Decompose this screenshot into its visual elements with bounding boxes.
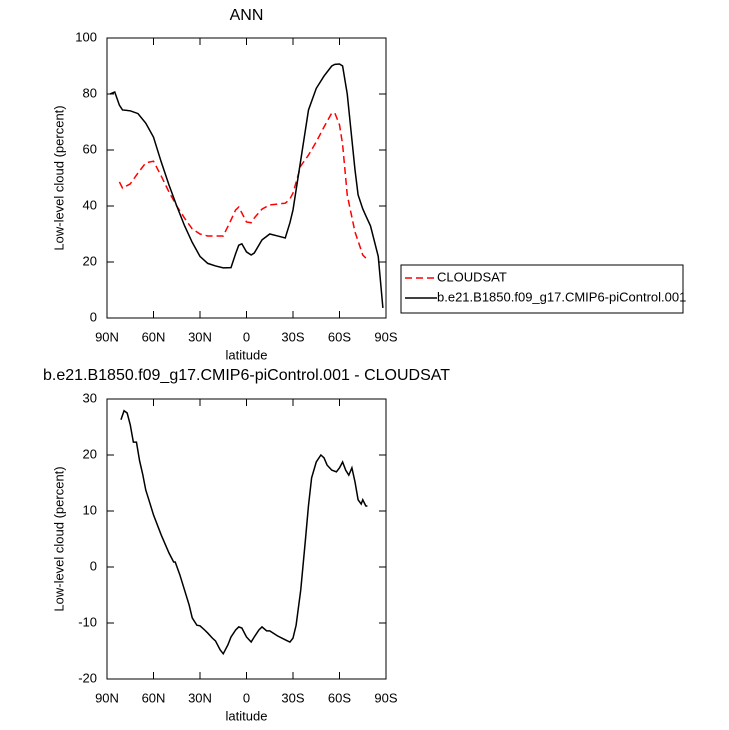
y-tick-label: 40 <box>83 197 97 212</box>
x-tick-label: 60N <box>142 329 166 344</box>
legend-label: CLOUDSAT <box>437 269 507 284</box>
x-tick-label: 60S <box>328 329 351 344</box>
x-tick-label: 90S <box>374 690 397 705</box>
y-tick-label: 100 <box>75 29 97 44</box>
legend-label: b.e21.B1850.f09_g17.CMIP6-piControl.001 <box>437 289 686 304</box>
y-tick-label: -20 <box>78 670 97 685</box>
x-axis-label: latitude <box>226 347 268 362</box>
x-tick-label: 30S <box>281 690 304 705</box>
x-tick-label: 60S <box>328 690 351 705</box>
y-tick-label: 30 <box>83 390 97 405</box>
x-tick-label: 90S <box>374 329 397 344</box>
x-axis-label: latitude <box>226 708 268 723</box>
y-axis-label: Low-level cloud (percent) <box>51 105 66 250</box>
chart-title: ANN <box>230 7 264 24</box>
chart-title: b.e21.B1850.f09_g17.CMIP6-piControl.001 … <box>43 367 450 384</box>
data-line <box>109 63 384 308</box>
x-tick-label: 90N <box>95 329 119 344</box>
x-tick-label: 0 <box>243 690 250 705</box>
y-tick-label: 20 <box>83 446 97 461</box>
x-tick-label: 90N <box>95 690 119 705</box>
y-tick-label: -10 <box>78 614 97 629</box>
y-tick-label: 60 <box>83 141 97 156</box>
data-line <box>120 409 368 656</box>
legend-box <box>400 264 684 314</box>
y-tick-label: 20 <box>83 253 97 268</box>
y-tick-label: 0 <box>90 558 97 573</box>
y-tick-label: 0 <box>90 309 97 324</box>
x-tick-label: 30N <box>188 690 212 705</box>
plot-frame <box>106 37 387 319</box>
y-axis-label: Low-level cloud (percent) <box>51 466 66 611</box>
y-tick-label: 10 <box>83 502 97 517</box>
data-line <box>118 112 367 259</box>
x-tick-label: 30N <box>188 329 212 344</box>
x-tick-label: 30S <box>281 329 304 344</box>
y-tick-label: 80 <box>83 85 97 100</box>
x-tick-label: 60N <box>142 690 166 705</box>
x-tick-label: 0 <box>243 329 250 344</box>
